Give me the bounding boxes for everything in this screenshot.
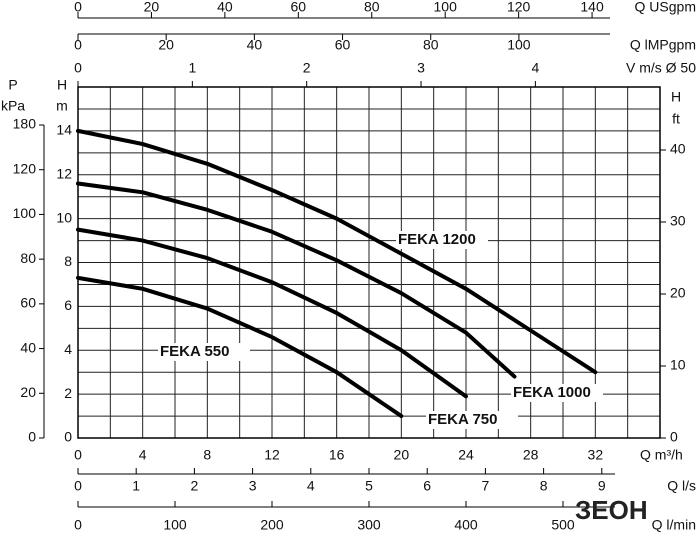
y-tick-label: 12 bbox=[56, 165, 72, 181]
y3-axis-label: kPa bbox=[1, 98, 25, 114]
y3-tick-label: 0 bbox=[28, 429, 36, 445]
pump-curve bbox=[76, 275, 404, 419]
y-tick-label: 10 bbox=[56, 209, 72, 225]
bottom-tick-label: 6 bbox=[423, 478, 431, 494]
curve-label: FEKA 750 bbox=[428, 411, 497, 428]
bottom-tick-label: 0 bbox=[74, 478, 82, 494]
y3-tick-label: 120 bbox=[13, 160, 37, 176]
label-bg bbox=[511, 384, 603, 402]
bottom-tick-label: 400 bbox=[454, 517, 478, 533]
bottom-tick-label: 1 bbox=[132, 478, 140, 494]
pump-curve bbox=[76, 227, 468, 399]
top-tick-label: 80 bbox=[364, 0, 380, 15]
y3-tick-label: 40 bbox=[20, 339, 36, 355]
x-tick-label: 0 bbox=[74, 447, 82, 463]
bottom-axis-label: Q l/min bbox=[652, 517, 696, 533]
x-tick-label: 16 bbox=[329, 447, 345, 463]
bottom-tick-label: 300 bbox=[357, 517, 381, 533]
bottom-tick-label: 7 bbox=[482, 478, 490, 494]
top-tick-label: 20 bbox=[158, 37, 174, 53]
bottom-tick-label: 8 bbox=[540, 478, 548, 494]
x-tick-label: 12 bbox=[264, 447, 280, 463]
x-tick-label: 28 bbox=[523, 447, 539, 463]
y-axis-label: m bbox=[56, 98, 68, 114]
y-tick-label: 14 bbox=[56, 122, 72, 138]
curve-label: FEKA 550 bbox=[160, 343, 229, 360]
bottom-tick-label: 2 bbox=[191, 478, 199, 494]
curve-label: FEKA 1000 bbox=[513, 384, 591, 401]
top-axis-label: Q USgpm bbox=[635, 0, 696, 15]
top-tick-label: 100 bbox=[507, 37, 531, 53]
bottom-tick-label: 100 bbox=[163, 517, 187, 533]
y3-tick-label: 100 bbox=[13, 205, 37, 221]
top-tick-label: 120 bbox=[507, 0, 531, 15]
label-bg bbox=[396, 231, 488, 249]
label-bg bbox=[426, 411, 518, 429]
bottom-tick-label: 500 bbox=[551, 517, 575, 533]
watermark: ЗЕОН bbox=[575, 495, 648, 525]
x-axis-label: Q m³/h bbox=[640, 447, 683, 463]
top-tick-label: 4 bbox=[531, 60, 539, 76]
bottom-tick-label: 3 bbox=[249, 478, 257, 494]
top-tick-label: 140 bbox=[580, 0, 604, 15]
top-tick-label: 100 bbox=[434, 0, 458, 15]
top-axis-label: V m/s Ø 50 bbox=[626, 60, 696, 76]
top-tick-label: 1 bbox=[188, 60, 196, 76]
top-axis-label: Q lMPgpm bbox=[630, 37, 696, 53]
pump-curve bbox=[76, 128, 598, 375]
y-tick-label: 4 bbox=[64, 341, 72, 357]
plot-frame bbox=[77, 86, 661, 439]
top-tick-label: 20 bbox=[144, 0, 160, 15]
y3-tick-label: 80 bbox=[20, 250, 36, 266]
y2-tick-label: 20 bbox=[670, 285, 686, 301]
y3-tick-label: 20 bbox=[20, 384, 36, 400]
bottom-tick-label: 9 bbox=[598, 478, 606, 494]
x-tick-label: 8 bbox=[203, 447, 211, 463]
bottom-tick-label: 5 bbox=[365, 478, 373, 494]
top-tick-label: 0 bbox=[74, 0, 82, 15]
y2-tick-label: 40 bbox=[670, 141, 686, 157]
y3-tick-label: 180 bbox=[13, 116, 37, 132]
top-tick-label: 0 bbox=[74, 60, 82, 76]
top-tick-label: 3 bbox=[417, 60, 425, 76]
y3-axis-label: P bbox=[8, 77, 17, 93]
pump-curve bbox=[76, 181, 517, 379]
y2-axis-label: ft bbox=[672, 111, 680, 127]
y2-tick-label: 0 bbox=[670, 429, 678, 445]
bottom-tick-label: 200 bbox=[260, 517, 284, 533]
y2-tick-label: 10 bbox=[670, 357, 686, 373]
y-tick-label: 8 bbox=[64, 253, 72, 269]
y-axis-label: H bbox=[57, 77, 67, 93]
y-tick-label: 0 bbox=[64, 429, 72, 445]
y-tick-label: 6 bbox=[64, 297, 72, 313]
label-bg bbox=[158, 343, 250, 361]
x-tick-label: 24 bbox=[458, 447, 474, 463]
top-tick-label: 2 bbox=[303, 60, 311, 76]
y2-tick-label: 30 bbox=[670, 213, 686, 229]
y3-tick-label: 60 bbox=[20, 295, 36, 311]
top-tick-label: 60 bbox=[291, 0, 307, 15]
bottom-axis-label: Q l/s bbox=[667, 478, 696, 494]
top-tick-label: 80 bbox=[423, 37, 439, 53]
top-tick-label: 60 bbox=[335, 37, 351, 53]
y-tick-label: 2 bbox=[64, 385, 72, 401]
top-tick-label: 0 bbox=[74, 37, 82, 53]
x-tick-label: 4 bbox=[139, 447, 147, 463]
curve-label: FEKA 1200 bbox=[398, 231, 476, 248]
x-tick-label: 20 bbox=[394, 447, 410, 463]
bottom-tick-label: 4 bbox=[307, 478, 315, 494]
y2-axis-label: H bbox=[671, 89, 681, 105]
bottom-tick-label: 0 bbox=[74, 517, 82, 533]
top-tick-label: 40 bbox=[247, 37, 263, 53]
top-tick-label: 40 bbox=[217, 0, 233, 15]
x-tick-label: 32 bbox=[588, 447, 604, 463]
